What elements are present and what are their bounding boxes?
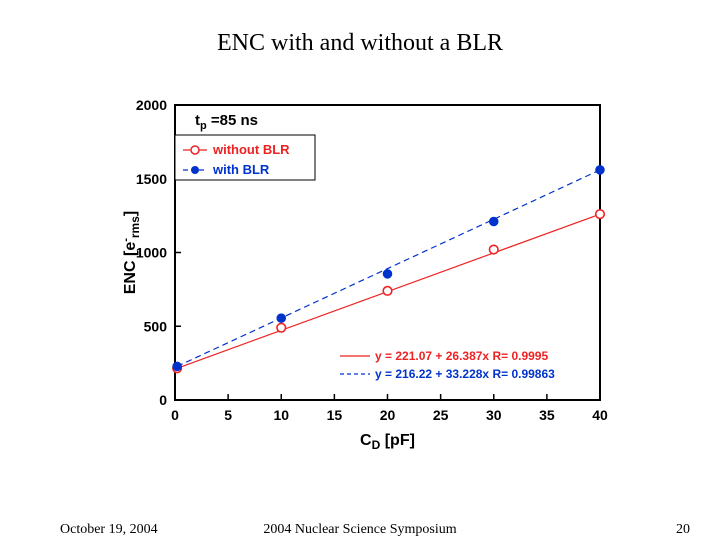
slide-title: ENC with and without a BLR xyxy=(217,30,503,57)
svg-text:15: 15 xyxy=(327,407,343,423)
svg-text:y = 221.07 + 26.387x R= 0.99: y = 221.07 + 26.387x R= 0.9995 xyxy=(375,349,548,363)
svg-text:40: 40 xyxy=(592,407,608,423)
svg-text:30: 30 xyxy=(486,407,502,423)
svg-text:tp =85 ns: tp =85 ns xyxy=(195,112,258,132)
svg-text:y = 216.22 + 33.228x R= 0.99: y = 216.22 + 33.228x R= 0.99863 xyxy=(375,367,555,381)
footer-center: 2004 Nuclear Science Symposium xyxy=(263,522,456,538)
svg-text:CD [pF]: CD [pF] xyxy=(360,432,415,452)
footer-date: October 19, 2004 xyxy=(60,522,158,538)
chart-container: 0 5 10 15 20 25 30 35 40 0 500 1000 1500 2000 CD [pF] E… xyxy=(120,95,610,455)
svg-text:35: 35 xyxy=(539,407,555,423)
svg-text:25: 25 xyxy=(433,407,449,423)
svg-text:2000: 2000 xyxy=(136,97,167,113)
svg-text:10: 10 xyxy=(273,407,289,423)
svg-text:without BLR: without BLR xyxy=(212,142,290,157)
svg-text:20: 20 xyxy=(380,407,396,423)
svg-text:1500: 1500 xyxy=(136,171,167,187)
chart-svg: 0 5 10 15 20 25 30 35 40 0 500 1000 1500 2000 CD [pF] E… xyxy=(120,95,610,455)
svg-text:1000: 1000 xyxy=(136,245,167,261)
svg-text:500: 500 xyxy=(144,318,168,334)
svg-text:with BLR: with BLR xyxy=(212,162,270,177)
footer-page: 20 xyxy=(676,522,690,538)
svg-text:0: 0 xyxy=(171,407,179,423)
svg-text:5: 5 xyxy=(224,407,232,423)
svg-text:ENC [e-rms]: ENC [e-rms] xyxy=(120,211,142,294)
svg-text:0: 0 xyxy=(159,392,167,408)
